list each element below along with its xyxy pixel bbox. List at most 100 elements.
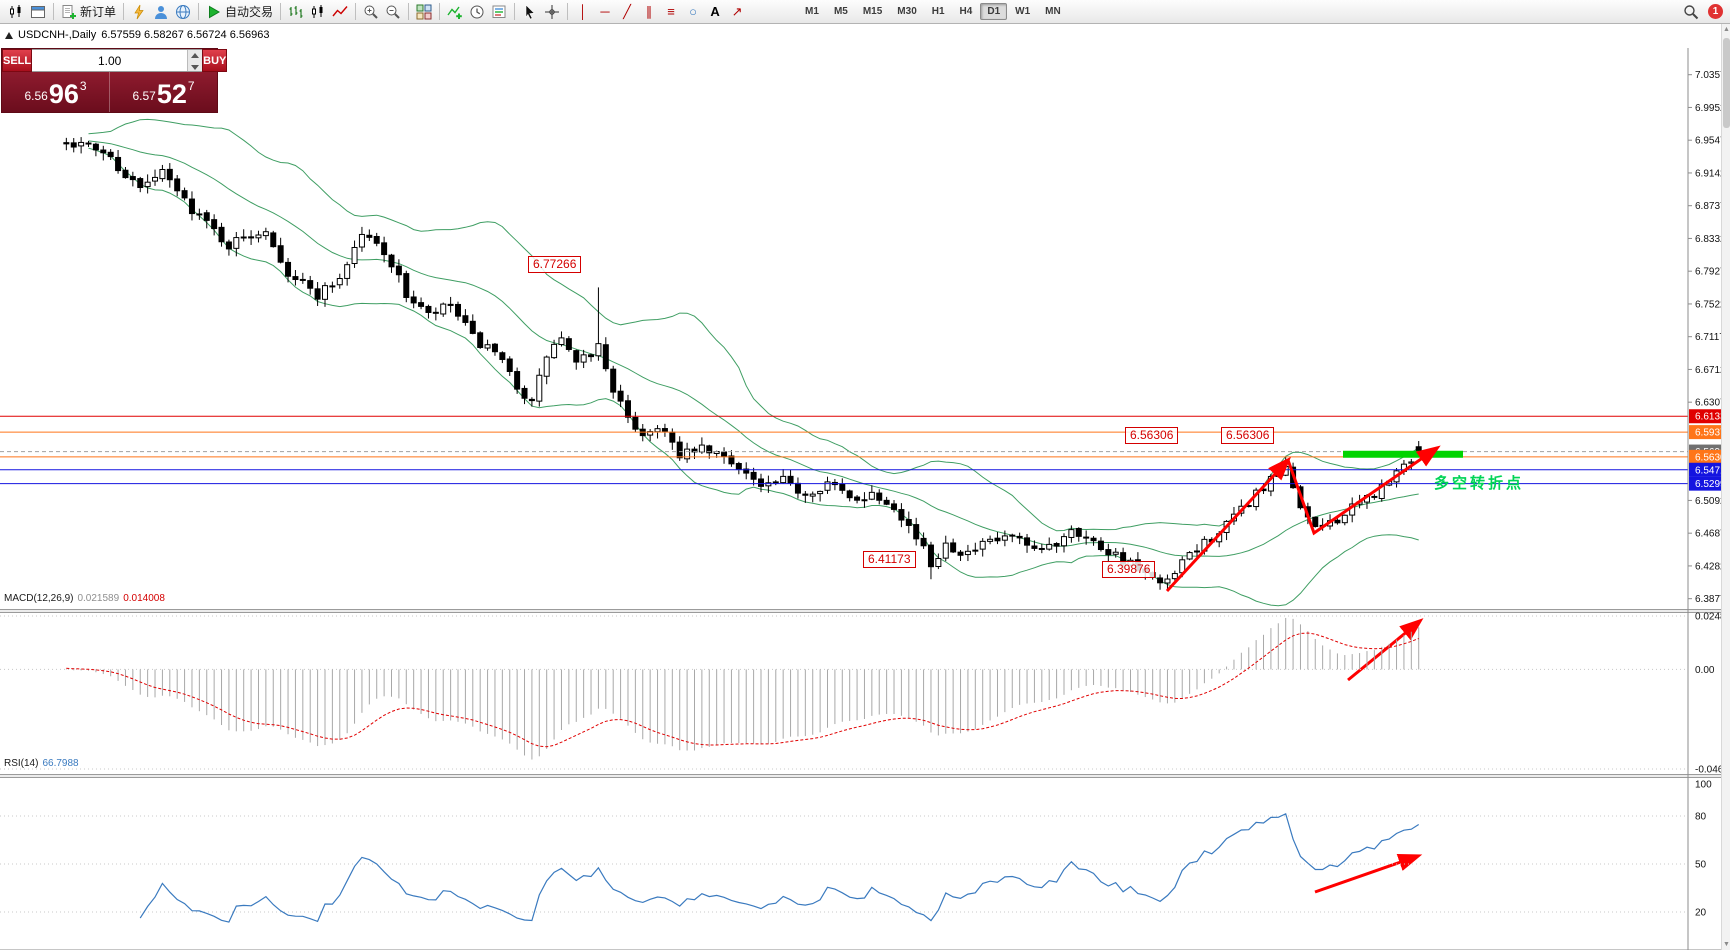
svg-text:6.79270: 6.79270 [1695,267,1730,278]
price-badge [1689,462,1730,477]
timeframe-m30[interactable]: M30 [897,6,917,17]
svg-text:0.024821: 0.024821 [1695,612,1730,623]
scrollbar-thumb[interactable] [1723,38,1730,128]
toolbar-separator [439,3,441,20]
svg-text:6.87370: 6.87370 [1695,201,1730,212]
text-tool-button[interactable]: A [710,3,720,19]
templates-button[interactable] [488,1,510,22]
bar-chart-mode-button[interactable] [285,1,307,22]
sell-price[interactable]: 6.56 96 3 [2,72,110,112]
volume-spinner [187,50,203,72]
toolbar-separator [355,3,357,20]
trend-arrow-zigzag[interactable] [1286,445,1441,536]
svg-text:6.67120: 6.67120 [1695,365,1730,376]
highlight-bar[interactable] [1343,450,1463,458]
price-annotation[interactable]: 6.77266 [528,256,582,273]
price-badge [1689,476,1730,491]
svg-text:7.03570: 7.03570 [1695,70,1730,81]
rsi-line [139,812,1420,923]
trend-arrows[interactable] [1165,445,1441,894]
toolbar-separator [280,3,282,20]
price-annotation[interactable]: 6.56306 [1125,427,1179,444]
rsi-arrow[interactable] [1314,853,1423,894]
vertical-scrollbar[interactable]: ▲ ▼ [1721,24,1730,950]
scroll-up-icon[interactable]: ▲ [1723,26,1730,33]
scroll-down-icon[interactable]: ▼ [1723,941,1730,948]
toolbar-separator [123,3,125,20]
sell-button[interactable]: SELL [2,49,33,72]
timeframe-m5[interactable]: M5 [833,6,848,17]
svg-text:6.42820: 6.42820 [1695,561,1730,572]
timeframe-w1[interactable]: W1 [1015,6,1031,17]
volume-increase-button[interactable] [188,50,202,61]
volume-decrease-button[interactable] [188,61,202,72]
volume-input[interactable] [32,50,188,71]
arrows-tool-button[interactable]: ↗ [731,3,743,19]
sell-price-pips: 96 [48,79,79,109]
horizontal-line-tool-button[interactable]: ─ [600,3,610,19]
timeframe-m1[interactable]: M1 [805,6,819,17]
price-badges: 6.613316.593706.569636.563066.547126.529… [1689,409,1730,491]
timeframe-h1[interactable]: H1 [931,6,945,17]
depth-of-market-button[interactable] [150,1,172,22]
macd-name: MACD(12,26,9) [4,593,74,604]
market-watch-button[interactable] [27,1,49,22]
price-badge [1689,409,1730,424]
zoom-out-button[interactable] [382,1,404,22]
svg-text:6.56306: 6.56306 [1695,452,1730,463]
svg-text:6.54712: 6.54712 [1695,465,1730,476]
cursor-tool-button[interactable] [519,1,541,22]
buy-button[interactable]: BUY [202,49,228,72]
buy-price[interactable]: 6.57 52 7 [110,72,217,112]
help-center-button[interactable] [172,1,194,22]
new-order-button[interactable]: 新订单 [58,1,119,22]
timeframe-h4[interactable]: H4 [959,6,973,17]
search-icon[interactable] [1680,1,1702,22]
toolbar-separator [198,3,200,20]
svg-text:6.52996: 6.52996 [1695,479,1730,490]
macd-panel: 0.024821 0.00 -0.046282 [0,612,1730,776]
macd-histogram [65,617,1420,760]
autotrading-button[interactable]: 自动交易 [203,1,276,22]
timeframe-mn[interactable]: MN [1045,6,1061,17]
line-chart-mode-button[interactable] [329,1,351,22]
svg-text:6.91420: 6.91420 [1695,168,1730,179]
turning-point-note[interactable]: 多空转折点 [1434,475,1525,492]
macd-signal-line [66,632,1419,748]
svg-text:50: 50 [1695,860,1707,871]
chart-shift-button[interactable] [128,1,150,22]
chart-area: 7.03570 6.99520 6.95470 6.91420 6.87370 6.833… [0,24,1730,950]
svg-text:6.95470: 6.95470 [1695,136,1730,147]
crosshair-tool-button[interactable] [541,1,563,22]
zoom-in-button[interactable] [360,1,382,22]
fibonacci-tool-button[interactable]: ≡ [667,3,675,19]
candle-chart-mode-button[interactable] [307,1,329,22]
svg-text:6.50920: 6.50920 [1695,496,1730,507]
price-annotation[interactable]: 6.41173 [863,551,916,568]
trend-arrow-up-1[interactable] [1165,456,1292,593]
shapes-tool-button[interactable]: ○ [689,3,697,19]
channel-tool-button[interactable]: ∥ [645,3,653,19]
charts-window-button[interactable] [5,1,27,22]
chart-icon [5,31,13,39]
rsi-name: RSI(14) [4,758,39,769]
notification-badge[interactable]: 1 [1708,4,1723,19]
toolbar-separator [514,3,516,20]
tile-windows-button[interactable] [413,1,435,22]
sell-price-point: 3 [79,79,87,93]
rsi-value: 66.7988 [42,758,79,769]
indicators-button[interactable] [444,1,466,22]
price-annotation[interactable]: 6.39876 [1102,561,1156,578]
volume-field [32,49,203,72]
vertical-line-tool-button[interactable]: │ [578,3,588,19]
price-annotation[interactable]: 6.56306 [1221,427,1275,444]
sell-price-prefix: 6.56 [24,89,48,103]
periods-button[interactable] [466,1,488,22]
trendline-tool-button[interactable]: ╱ [623,3,631,19]
timeframe-m15[interactable]: M15 [862,6,883,17]
svg-text:6.83320: 6.83320 [1695,234,1730,245]
buy-price-pips: 52 [156,79,187,109]
macd-arrow[interactable] [1347,618,1424,682]
chart-canvas[interactable]: 7.03570 6.99520 6.95470 6.91420 6.87370 6.833… [0,24,1730,950]
timeframe-d1[interactable]: D1 [980,3,1008,20]
